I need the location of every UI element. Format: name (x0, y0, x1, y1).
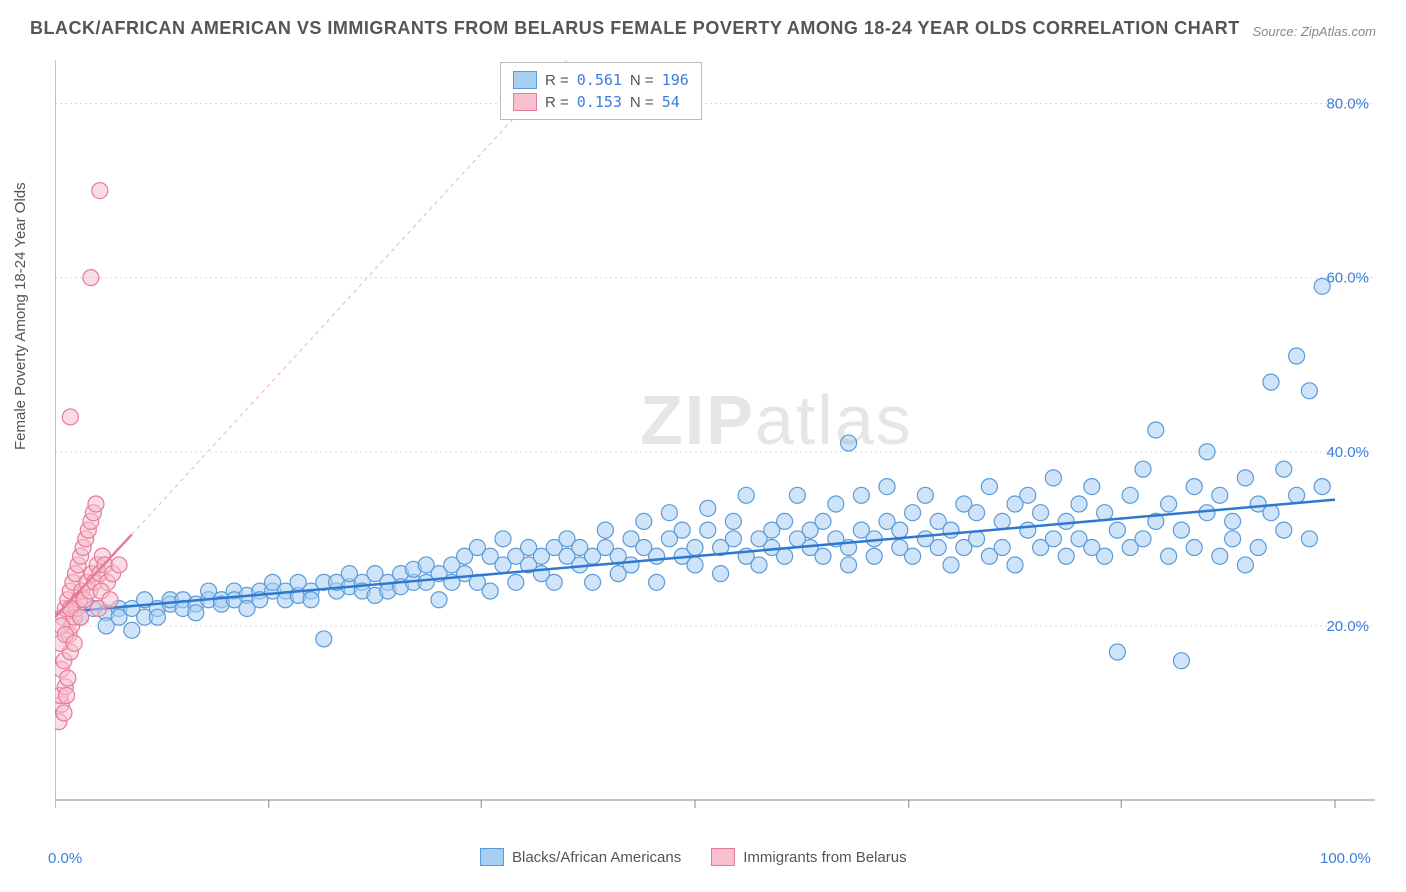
legend-swatch-2 (513, 93, 537, 111)
y-axis-label: Female Poverty Among 18-24 Year Olds (12, 182, 29, 450)
legend-bottom-label-1: Blacks/African Americans (512, 849, 681, 866)
legend-bottom-swatch-1 (480, 848, 504, 866)
n-label-1: N = (630, 72, 654, 89)
legend-item-2: Immigrants from Belarus (711, 848, 906, 866)
n-value-1: 196 (662, 71, 689, 89)
r-label-1: R = (545, 72, 569, 89)
x-tick-max: 100.0% (1320, 850, 1371, 867)
r-value-2: 0.153 (577, 93, 622, 111)
legend-item-1: Blacks/African Americans (480, 848, 681, 866)
scatter-plot: 20.0% 40.0% 60.0% 80.0% (55, 60, 1375, 840)
source-attribution: Source: ZipAtlas.com (1252, 24, 1376, 39)
svg-text:80.0%: 80.0% (1326, 96, 1369, 113)
r-label-2: R = (545, 94, 569, 111)
svg-text:20.0%: 20.0% (1326, 618, 1369, 635)
legend-bottom-swatch-2 (711, 848, 735, 866)
n-label-2: N = (630, 94, 654, 111)
legend-row-series-1: R = 0.561 N = 196 (513, 69, 689, 91)
series-legend: Blacks/African Americans Immigrants from… (480, 848, 907, 866)
n-value-2: 54 (662, 93, 680, 111)
legend-row-series-2: R = 0.153 N = 54 (513, 91, 689, 113)
x-tick-min: 0.0% (48, 850, 82, 867)
legend-bottom-label-2: Immigrants from Belarus (743, 849, 906, 866)
chart-title: BLACK/AFRICAN AMERICAN VS IMMIGRANTS FRO… (30, 18, 1240, 39)
correlation-legend: R = 0.561 N = 196 R = 0.153 N = 54 (500, 62, 702, 120)
svg-text:60.0%: 60.0% (1326, 270, 1369, 287)
svg-text:40.0%: 40.0% (1326, 444, 1369, 461)
r-value-1: 0.561 (577, 71, 622, 89)
legend-swatch-1 (513, 71, 537, 89)
